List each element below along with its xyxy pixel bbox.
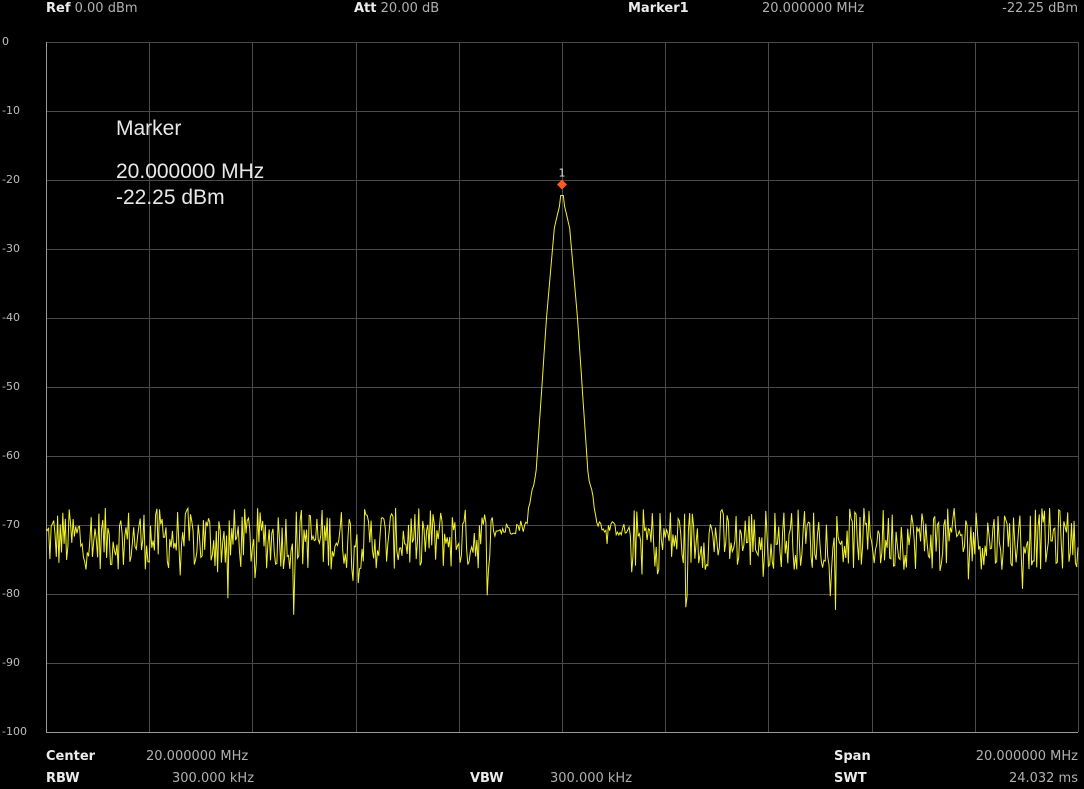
center-value: 20.000000 MHz: [146, 749, 249, 764]
swt-label: SWT: [834, 771, 867, 786]
y-tick-label: -90: [2, 656, 20, 669]
y-tick-label: -70: [2, 518, 20, 531]
y-tick-label: -20: [2, 173, 20, 186]
rbw-label: RBW: [46, 771, 80, 786]
graticule: [46, 42, 1079, 733]
att-value: 20.00 dB: [380, 1, 440, 16]
marker-readout-frequency: 20.000000 MHz: [116, 160, 265, 183]
y-tick-label: 0: [2, 35, 9, 48]
ref-value: 0.00 dBm: [74, 1, 138, 16]
marker1-frequency: 20.000000 MHz: [762, 1, 865, 16]
y-tick-label: -60: [2, 449, 20, 462]
ref-label: Ref: [46, 1, 71, 16]
marker-1-point[interactable]: [557, 179, 567, 190]
y-tick-label: -30: [2, 242, 20, 255]
marker1-label: Marker1: [628, 1, 689, 16]
y-tick-label: -50: [2, 380, 20, 393]
spectrum-trace: [45, 195, 1079, 615]
vbw-value: 300.000 kHz: [550, 771, 633, 786]
rbw-value: 300.000 kHz: [172, 771, 255, 786]
y-tick-label: -100: [2, 725, 27, 738]
vbw-label: VBW: [470, 771, 504, 786]
marker-readout-amplitude: -22.25 dBm: [116, 186, 225, 209]
marker-readout-title: Marker: [116, 117, 182, 140]
span-label: Span: [834, 749, 871, 764]
y-tick-label: -40: [2, 311, 20, 324]
y-tick-label: -80: [2, 587, 20, 600]
span-value: 20.000000 MHz: [975, 749, 1078, 764]
swt-value: 24.032 ms: [1008, 771, 1078, 786]
center-label: Center: [46, 749, 96, 764]
marker1-amplitude: -22.25 dBm: [1002, 1, 1078, 16]
att-label: Att: [354, 1, 377, 16]
marker-1-number: 1: [559, 167, 566, 180]
y-tick-label: -10: [2, 104, 20, 117]
